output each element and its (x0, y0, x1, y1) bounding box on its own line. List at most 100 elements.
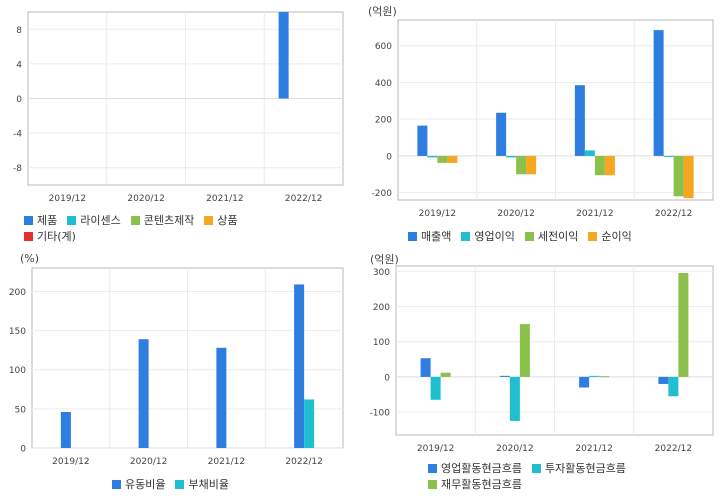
legend-item[interactable]: 순이익 (588, 228, 632, 244)
legend-item[interactable]: 영업활동현금흐름 (428, 460, 522, 476)
y-tick-label: 8 (16, 26, 22, 36)
bar (653, 30, 664, 156)
bar (437, 155, 448, 163)
legend-row: 영업활동현금흐름 투자활동현금흐름 (428, 460, 636, 476)
legend-label: 기타(계) (37, 230, 76, 243)
legend-swatch (67, 216, 77, 225)
legend: 매출액 영업이익 세전이익 순이익 (408, 228, 642, 244)
chart-panel-income: (억원) -200 0 200 400 600 2019/12 2020/12 2021/12… (360, 0, 720, 250)
x-tick-label: 2020/12 (497, 209, 534, 219)
x-tick-label: 2019/12 (49, 194, 86, 204)
legend-item[interactable]: 기타(계) (24, 228, 76, 244)
bar (278, 12, 289, 99)
bar (509, 376, 520, 421)
legend-row: 매출액 영업이익 세전이익 순이익 (408, 228, 642, 244)
legend-row: 재무활동현금흐름 (428, 476, 636, 492)
x-tick-label: 2020/12 (130, 457, 167, 467)
y-tick-label: 400 (375, 79, 392, 89)
legend-item[interactable]: 라이센스 (67, 212, 121, 228)
y-tick-label: 150 (9, 327, 26, 337)
bar (516, 155, 527, 175)
legend-swatch (204, 216, 214, 225)
bar (216, 347, 227, 448)
bar (579, 376, 590, 388)
y-tick-label: 600 (375, 42, 392, 52)
bar (574, 85, 585, 156)
legend-item[interactable]: 세전이익 (524, 228, 579, 244)
x-tick-label: 2022/12 (655, 209, 692, 219)
x-tick-label: 2021/12 (576, 209, 613, 219)
bar (60, 412, 71, 448)
unit-label: (억원) (370, 253, 399, 266)
bar (673, 155, 684, 197)
legend-item[interactable]: 투자활동현금흐름 (531, 460, 626, 476)
legend-label: 제품 (37, 214, 58, 227)
legend-item[interactable]: 재무활동현금흐름 (428, 476, 522, 492)
legend-label: 콘텐츠제작 (143, 214, 195, 227)
legend-swatch (408, 232, 417, 241)
y-tick-label: 0 (384, 373, 390, 383)
bar (663, 155, 674, 157)
bar (304, 399, 315, 448)
legend-label: 투자활동현금흐름 (544, 462, 626, 475)
legend-label: 라이센스 (80, 214, 121, 227)
bar (430, 376, 441, 400)
chart-svg: 0 50 100 150 200 2019/12 2020/12 2021/12 2022/12 (9, 267, 344, 467)
legend-swatch (588, 232, 598, 241)
bar (668, 376, 679, 397)
chart-svg: -100 0 100 200 300 2019/12 2020/12 2021/12 2022/… (370, 265, 714, 454)
legend-item[interactable]: 콘텐츠제작 (130, 212, 195, 228)
bar (678, 273, 689, 377)
legend-item[interactable]: 상품 (204, 212, 238, 228)
bar (604, 155, 615, 176)
y-tick-label: 0 (16, 95, 22, 105)
legend: 유동비율 부채비율 (112, 476, 239, 492)
chart-svg: -8 -4 0 4 8 2019/12 2020/12 2021/12 2022/12 (13, 11, 344, 204)
legend-label: 부채비율 (188, 478, 229, 491)
y-tick-label: -8 (13, 164, 22, 174)
x-tick-label: 2022/12 (285, 457, 322, 467)
bar (594, 155, 605, 176)
x-tick-label: 2019/12 (419, 209, 456, 219)
legend-item[interactable]: 유동비율 (112, 476, 165, 492)
legend-swatch (175, 480, 185, 489)
y-tick-label: 4 (16, 60, 22, 70)
legend-label: 영업이익 (474, 230, 515, 243)
x-tick-label: 2020/12 (127, 194, 164, 204)
legend-label: 재무활동현금흐름 (441, 478, 522, 491)
y-tick-label: -4 (13, 130, 22, 140)
bar (683, 155, 694, 199)
y-tick-label: 200 (373, 303, 390, 313)
unit-label: (%) (20, 252, 40, 265)
legend-swatch (461, 232, 471, 241)
bar (499, 375, 510, 377)
bar (658, 376, 669, 384)
bar (519, 324, 530, 377)
y-tick-label: 200 (9, 288, 26, 298)
legend-swatch (130, 216, 140, 225)
legend-swatch (428, 480, 437, 489)
bar (294, 284, 305, 448)
legend-swatch (24, 232, 33, 241)
y-tick-label: 0 (386, 152, 392, 162)
x-tick-label: 2019/12 (52, 457, 89, 467)
legend-swatch (112, 480, 121, 489)
legend-label: 세전이익 (537, 230, 579, 243)
bar (584, 150, 595, 156)
legend-item[interactable]: 제품 (24, 212, 57, 228)
y-tick-label: -100 (370, 409, 391, 419)
x-tick-label: 2022/12 (655, 444, 692, 454)
legend-item[interactable]: 부채비율 (175, 476, 229, 492)
y-tick-label: -200 (372, 189, 393, 199)
bar (440, 372, 451, 377)
bar (417, 125, 428, 156)
x-tick-label: 2021/12 (208, 457, 245, 467)
legend-item[interactable]: 매출액 (408, 228, 451, 244)
legend-item[interactable]: 영업이익 (461, 228, 515, 244)
bar (427, 155, 438, 158)
bar (526, 155, 537, 175)
legend-row: 유동비율 부채비율 (112, 476, 239, 492)
y-tick-label: 50 (15, 405, 27, 415)
chart-panel-ratios: (%) 0 50 100 150 200 2019/12 2020/12 2021/12 202… (0, 248, 360, 496)
